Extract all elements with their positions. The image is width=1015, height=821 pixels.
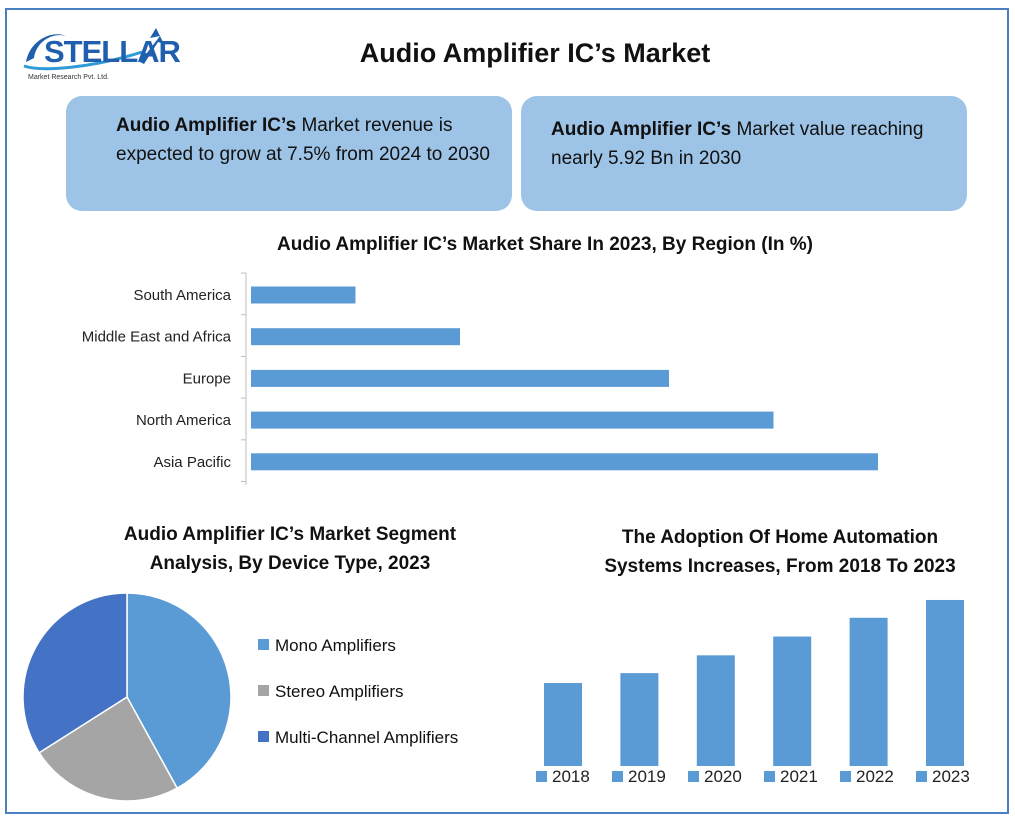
- pie-legend-item: Stereo Amplifiers: [258, 682, 404, 702]
- adoption-bar-chart: 2018 2019 2020 2021 2022 2023: [536, 599, 970, 786]
- adoption-legend-swatch: [612, 771, 623, 782]
- legend-label: Multi-Channel Amplifiers: [275, 728, 459, 747]
- adoption-legend-swatch: [688, 771, 699, 782]
- region-bar: [251, 453, 878, 471]
- region-bar: [251, 328, 460, 346]
- region-bar: [251, 411, 774, 429]
- adoption-bar: [620, 673, 659, 766]
- region-tick-label: South America: [133, 287, 231, 304]
- pie-slice: [38, 695, 179, 802]
- logo-subtitle: Market Research Pvt. Ltd.: [28, 74, 109, 81]
- device-pie-chart: [22, 592, 232, 802]
- adoption-legend-label: 2023: [932, 767, 970, 786]
- adoption-legend-swatch: [916, 771, 927, 782]
- card-text: Market revenue is expected to grow at 7.…: [116, 115, 490, 165]
- legend-label: Mono Amplifiers: [275, 636, 396, 655]
- adoption-legend-swatch: [840, 771, 851, 782]
- adoption-bar: [773, 636, 812, 766]
- region-tick-label: Europe: [183, 370, 231, 387]
- region-bar: [251, 369, 669, 387]
- logo-wordmark: STELLAR: [44, 34, 181, 69]
- adoption-legend-label: 2018: [552, 767, 590, 786]
- adoption-legend-label: 2019: [628, 767, 666, 786]
- legend-label: Stereo Amplifiers: [275, 682, 404, 701]
- region-tick-label: North America: [136, 412, 232, 429]
- card-bold-text: Audio Amplifier IC’s: [116, 115, 297, 136]
- region-chart-title: Audio Amplifier IC’s Market Share In 202…: [277, 234, 813, 255]
- legend-swatch: [258, 685, 269, 697]
- pie-slice: [126, 592, 232, 790]
- adoption-legend-swatch: [764, 771, 775, 782]
- region-bar-chart: South America Middle East and Africa Europ…: [82, 272, 878, 485]
- legend-swatch: [258, 639, 269, 651]
- pie-legend-item: Multi-Channel Amplifiers: [258, 728, 458, 748]
- logo-swoosh-icon: [23, 28, 164, 71]
- adoption-legend-label: 2021: [780, 767, 818, 786]
- revenue-growth-card: Audio Amplifier IC’s Market revenue is e…: [66, 96, 512, 211]
- adoption-bar: [926, 599, 964, 766]
- region-tick-label: Middle East and Africa: [82, 329, 232, 346]
- adoption-legend-label: 2022: [856, 767, 894, 786]
- page-title: Audio Amplifier IC’s Market: [359, 38, 711, 68]
- legend-swatch: [258, 731, 269, 743]
- pie-slice: [22, 592, 128, 754]
- adoption-bar: [696, 655, 735, 766]
- device-chart-title: Audio Amplifier IC’s Market Segment Anal…: [123, 524, 457, 574]
- adoption-legend-label: 2020: [704, 767, 742, 786]
- adoption-bar: [849, 617, 888, 766]
- card-bold-text: Audio Amplifier IC’s: [551, 119, 732, 140]
- pie-legend-item: Mono Amplifiers: [258, 636, 396, 656]
- market-value-card: Audio Amplifier IC’s Market value reachi…: [521, 96, 967, 211]
- adoption-chart-title: The Adoption Of Home Automation Systems …: [604, 527, 956, 577]
- region-bar: [251, 286, 356, 304]
- adoption-bar: [544, 682, 582, 766]
- adoption-legend-swatch: [536, 771, 547, 782]
- stellar-logo: STELLAR Market Research Pvt. Ltd.: [22, 22, 181, 90]
- card-text: Market value reaching nearly 5.92 Bn in …: [551, 119, 924, 169]
- region-tick-label: Asia Pacific: [153, 454, 231, 471]
